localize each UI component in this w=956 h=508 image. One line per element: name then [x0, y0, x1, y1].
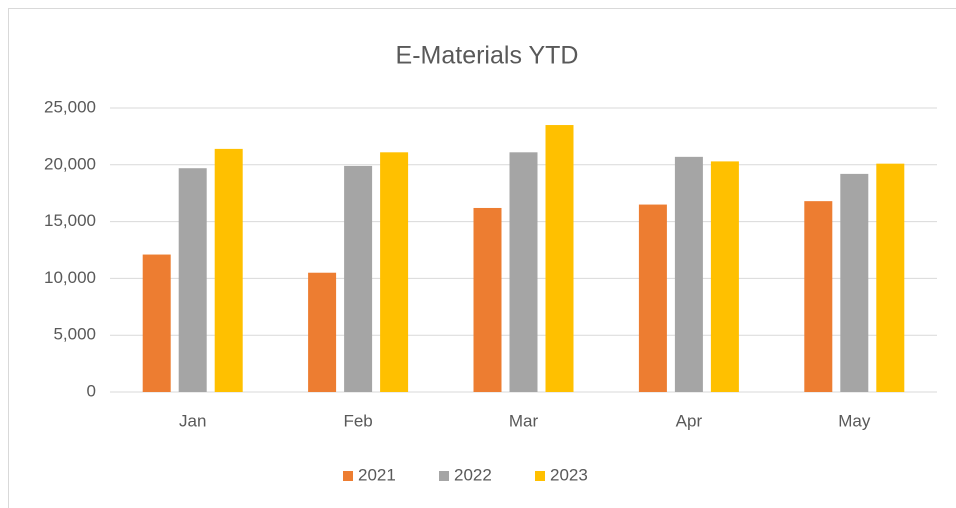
x-tick-label: Jan — [179, 411, 206, 430]
bar — [308, 272, 337, 392]
x-tick-label: Feb — [343, 411, 372, 430]
legend-swatch — [439, 471, 449, 481]
y-tick-label: 15,000 — [44, 211, 96, 230]
x-tick-label: Apr — [676, 411, 703, 430]
bar — [380, 152, 409, 392]
y-tick-label: 20,000 — [44, 154, 96, 173]
bar — [142, 254, 171, 392]
bar — [473, 207, 502, 392]
legend-label: 2021 — [358, 465, 396, 484]
y-tick-label: 5,000 — [53, 325, 96, 344]
legend-label: 2023 — [550, 465, 588, 484]
legend-swatch — [535, 471, 545, 481]
bar — [674, 156, 703, 392]
bar — [178, 168, 207, 392]
x-tick-label: May — [838, 411, 871, 430]
y-tick-label: 10,000 — [44, 268, 96, 287]
bar — [638, 204, 667, 392]
bar — [876, 163, 905, 392]
legend-swatch — [343, 471, 353, 481]
bar — [509, 152, 538, 392]
bar — [214, 148, 243, 392]
bar — [804, 201, 833, 392]
legend-label: 2022 — [454, 465, 492, 484]
bar — [344, 165, 373, 392]
bar — [710, 161, 739, 392]
x-tick-label: Mar — [509, 411, 539, 430]
bar — [545, 125, 574, 392]
chart-title: E-Materials YTD — [396, 42, 579, 70]
bar — [840, 173, 869, 392]
y-tick-label: 25,000 — [44, 97, 96, 116]
y-tick-label: 0 — [87, 381, 96, 400]
